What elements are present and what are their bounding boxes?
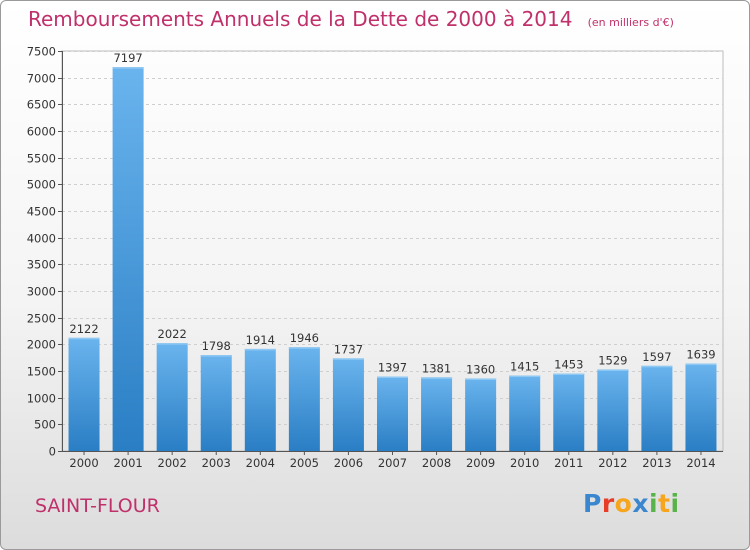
y-tick-label: 4000 [27, 232, 56, 246]
y-tick-label: 1000 [27, 392, 56, 406]
x-tick-label: 2013 [642, 456, 671, 470]
bar-highlight [421, 377, 453, 379]
y-axis-ticks: 0 500 1000 1500 2000 2500 3000 3500 4000 4500 5000… [27, 45, 62, 459]
data-labels: 2122 7197 2022 1798 1914 1946 1737 1397 1381 1360… [69, 51, 715, 376]
y-tick-label: 5000 [27, 178, 56, 192]
proxiti-logo: Proxiti [583, 489, 680, 518]
data-label: 7197 [113, 51, 142, 65]
bar-highlight [377, 376, 408, 378]
bar [597, 369, 629, 451]
bar [465, 378, 497, 451]
x-tick-label: 2000 [69, 456, 98, 470]
bar-highlight [597, 369, 629, 371]
y-tick-label: 3000 [27, 285, 56, 299]
bar [377, 376, 408, 451]
chart-title: Remboursements Annuels de la Dette de 20… [28, 7, 573, 31]
x-tick-label: 2005 [290, 456, 319, 470]
x-tick-label: 2011 [554, 456, 583, 470]
bar-highlight [553, 373, 585, 376]
data-label: 1381 [422, 361, 451, 375]
bars [68, 67, 717, 451]
data-label: 1397 [378, 360, 407, 374]
data-label: 1737 [334, 342, 363, 356]
y-tick-label: 5500 [27, 152, 56, 166]
grid-lines [61, 50, 724, 452]
bar [112, 67, 144, 451]
bar-highlight [641, 365, 673, 368]
bar [332, 358, 364, 451]
x-tick-label: 2007 [378, 456, 407, 470]
bar [421, 377, 453, 451]
y-tick-label: 2000 [27, 338, 56, 352]
data-label: 1529 [598, 353, 627, 367]
data-label: 1453 [554, 358, 583, 372]
data-label: 1415 [510, 360, 539, 374]
bar [641, 365, 673, 451]
data-label: 1639 [686, 348, 715, 362]
bar-highlight [200, 355, 232, 357]
data-label: 2122 [69, 322, 98, 336]
bar [156, 343, 188, 451]
x-tick-label: 2002 [158, 456, 187, 470]
bar-highlight [332, 358, 364, 360]
y-tick-label: 500 [34, 418, 56, 432]
y-tick-label: 6500 [27, 98, 56, 112]
bar [288, 347, 320, 451]
bar [553, 373, 585, 451]
y-tick-label: 0 [49, 445, 56, 459]
data-label: 1597 [642, 350, 671, 364]
x-tick-label: 2008 [422, 456, 451, 470]
bar [509, 375, 541, 451]
y-tick-label: 6000 [27, 125, 56, 139]
x-tick-label: 2004 [246, 456, 275, 470]
x-tick-label: 2009 [466, 456, 495, 470]
bar-highlight [156, 343, 188, 345]
bar-highlight [685, 363, 717, 366]
chart-unit: (en milliers d'€) [587, 16, 674, 29]
y-tick-label: 1500 [27, 365, 56, 379]
bar-highlight [68, 337, 100, 340]
data-label: 2022 [158, 327, 187, 341]
bar [685, 363, 717, 451]
x-tick-label: 2001 [113, 456, 142, 470]
bar [200, 355, 232, 451]
y-tick-label: 7000 [27, 72, 56, 86]
x-tick-label: 2003 [202, 456, 231, 470]
x-tick-label: 2010 [510, 456, 539, 470]
x-tick-label: 2012 [598, 456, 627, 470]
y-tick-label: 2500 [27, 312, 56, 326]
bar-highlight [509, 375, 541, 378]
x-tick-label: 2006 [334, 456, 363, 470]
bar [68, 337, 100, 451]
bar-highlight [288, 347, 320, 349]
bar-highlight [465, 378, 497, 380]
y-tick-label: 3500 [27, 258, 56, 272]
y-tick-label: 7500 [27, 45, 56, 59]
bar [244, 348, 276, 451]
data-label: 1914 [246, 333, 275, 347]
commune-name: SAINT-FLOUR [35, 495, 160, 517]
bar-highlight [244, 348, 276, 351]
bar-highlight [112, 67, 144, 69]
data-label: 1798 [202, 339, 231, 353]
x-tick-label: 2014 [686, 456, 715, 470]
x-axis-ticks: 2000 2001 2002 2003 2004 2005 2006 2007 2008 2009… [69, 451, 716, 470]
title-row: Remboursements Annuels de la Dette de 20… [28, 7, 674, 31]
data-label: 1946 [290, 331, 319, 345]
y-tick-label: 4500 [27, 205, 56, 219]
data-label: 1360 [466, 362, 495, 376]
